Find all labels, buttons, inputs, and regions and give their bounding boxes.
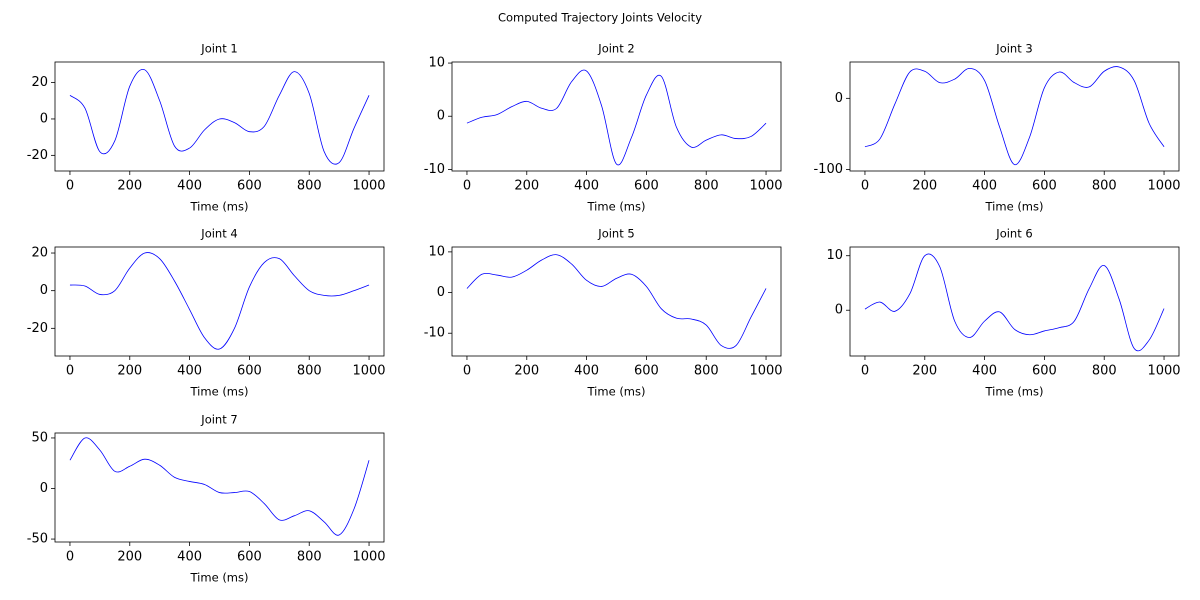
x-tick-label: 1000 [749,179,782,194]
x-axis-label: Time (ms) [587,200,646,214]
y-tick-label: 0 [835,91,843,106]
figure-title: Computed Trajectory Joints Velocity [498,11,702,25]
axes-frame [849,61,1180,172]
y-tick-label: 0 [437,285,445,300]
x-tick-label: 400 [177,364,202,379]
x-tick-label: 200 [117,179,142,194]
axes-frame [54,61,385,172]
y-tick-label: 20 [31,246,48,261]
x-tick-label: 400 [972,179,997,194]
x-tick-label: 0 [463,364,471,379]
x-tick-label: 400 [177,550,202,565]
x-tick-label: 600 [1032,364,1057,379]
y-tick-label: 10 [428,56,445,71]
subplot-title: Joint 7 [200,413,237,427]
data-line [466,69,767,166]
x-tick-label: 600 [634,179,659,194]
y-tick-label: 10 [826,248,843,263]
x-tick-label: 800 [297,364,322,379]
y-tick-label: -20 [27,148,48,163]
x-tick-label: 400 [574,364,599,379]
x-tick-label: 0 [861,179,869,194]
x-tick-label: 200 [514,364,539,379]
subplot-title: Joint 5 [597,227,634,241]
y-tick-label: 50 [31,430,48,445]
x-tick-label: 1000 [352,179,385,194]
x-tick-label: 200 [117,364,142,379]
x-tick-label: 0 [66,364,74,379]
y-tick-label: -10 [424,326,445,341]
x-tick-label: 600 [237,364,262,379]
data-line [864,66,1165,165]
subplot-title: Joint 6 [995,227,1032,241]
subplot-title: Joint 1 [200,42,237,56]
x-tick-label: 0 [463,179,471,194]
x-tick-label: 200 [912,364,937,379]
axes-frame [451,61,782,172]
data-line [69,68,370,165]
y-tick-label: 0 [437,109,445,124]
y-tick-label: -10 [424,162,445,177]
y-tick-label: 0 [40,481,48,496]
x-axis-label: Time (ms) [985,200,1044,214]
x-tick-label: 200 [117,550,142,565]
x-tick-label: 400 [972,364,997,379]
data-line [466,254,767,349]
y-tick-label: -100 [813,162,843,177]
data-line [69,252,370,350]
x-tick-label: 1000 [352,364,385,379]
axes-frame [849,246,1180,357]
data-line [69,437,370,536]
x-tick-label: 800 [297,179,322,194]
y-tick-label: 0 [835,303,843,318]
subplot-title: Joint 4 [200,227,237,241]
x-tick-label: 800 [1092,179,1117,194]
subplot-title: Joint 3 [995,42,1032,56]
y-tick-label: 0 [40,111,48,126]
x-tick-label: 1000 [749,364,782,379]
x-tick-label: 800 [694,179,719,194]
x-tick-label: 600 [237,179,262,194]
x-tick-label: 0 [861,364,869,379]
y-tick-label: 0 [40,283,48,298]
x-axis-label: Time (ms) [190,571,249,585]
x-tick-label: 1000 [1147,364,1180,379]
x-tick-label: 800 [694,364,719,379]
y-tick-label: -50 [27,532,48,547]
x-axis-label: Time (ms) [985,385,1044,399]
x-tick-label: 200 [514,179,539,194]
x-tick-label: 1000 [352,550,385,565]
x-tick-label: 800 [297,550,322,565]
x-axis-label: Time (ms) [587,385,646,399]
y-tick-label: 20 [31,75,48,90]
subplot-title: Joint 2 [597,42,634,56]
x-tick-label: 600 [634,364,659,379]
x-tick-label: 0 [66,179,74,194]
x-axis-label: Time (ms) [190,200,249,214]
x-tick-label: 400 [177,179,202,194]
x-tick-label: 400 [574,179,599,194]
x-axis-label: Time (ms) [190,385,249,399]
data-line [864,253,1165,352]
x-tick-label: 0 [66,550,74,565]
y-tick-label: 10 [428,244,445,259]
y-tick-label: -20 [27,321,48,336]
x-tick-label: 800 [1092,364,1117,379]
axes-frame [451,246,782,357]
x-tick-label: 1000 [1147,179,1180,194]
x-tick-label: 600 [237,550,262,565]
axes-frame [54,246,385,357]
axes-frame [54,432,385,543]
x-tick-label: 600 [1032,179,1057,194]
x-tick-label: 200 [912,179,937,194]
